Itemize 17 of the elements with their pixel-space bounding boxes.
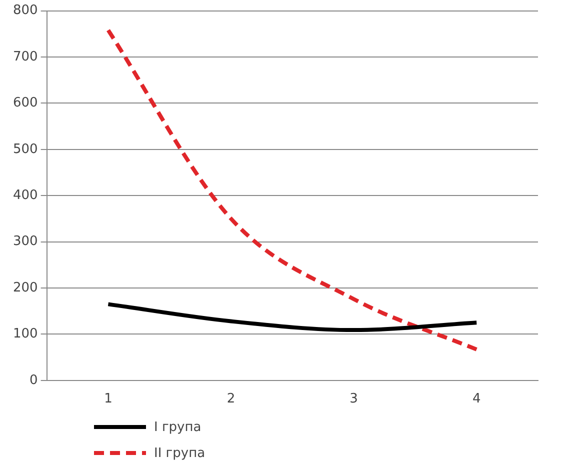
y-tick-label: 600 bbox=[12, 96, 38, 111]
x-tick-label: 3 bbox=[350, 392, 358, 407]
y-tick-label: 100 bbox=[12, 326, 38, 342]
x-tick-label: 4 bbox=[472, 392, 481, 407]
line-series bbox=[106, 28, 479, 352]
legend-label: II група bbox=[154, 446, 206, 460]
legend-label: I група bbox=[154, 420, 202, 434]
y-tick-label: 0 bbox=[30, 372, 38, 388]
x-tick-label: 1 bbox=[104, 392, 112, 407]
y-tick-label: 700 bbox=[12, 49, 38, 64]
y-tick-label: 500 bbox=[12, 142, 38, 157]
y-tick-label: 400 bbox=[12, 188, 38, 203]
y-tick-label: 800 bbox=[12, 3, 38, 18]
y-tick-label: 200 bbox=[12, 280, 38, 296]
line-series bbox=[106, 302, 479, 332]
y-tick-label: 300 bbox=[12, 234, 38, 250]
x-tick-label: 2 bbox=[226, 392, 236, 407]
